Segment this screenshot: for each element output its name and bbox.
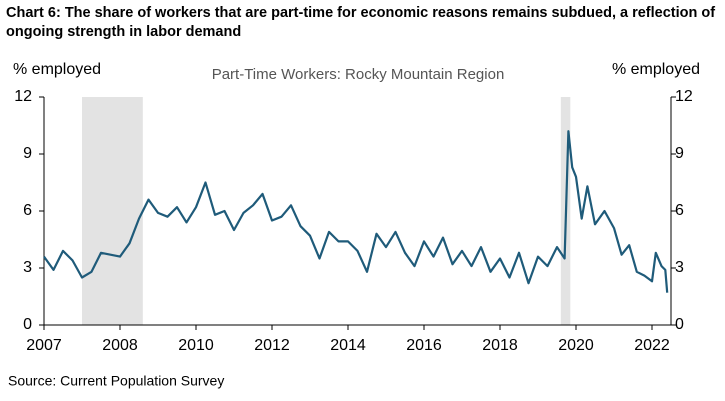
- shaded-period: [82, 97, 143, 325]
- x-tick-label: 2010: [178, 337, 214, 354]
- y2-tick-label: 9: [675, 145, 684, 162]
- x-tick-label: 2016: [406, 337, 442, 354]
- y2-tick-label: 12: [675, 88, 693, 105]
- x-tick-label: 2007: [26, 337, 62, 354]
- x-tick-label: 2022: [634, 337, 670, 354]
- y-tick-label: 6: [23, 202, 32, 219]
- y-axis-label: % employed: [13, 61, 101, 78]
- y2-tick-label: 0: [675, 316, 684, 333]
- y-tick-label: 3: [23, 259, 32, 276]
- x-tick-label: 2012: [254, 337, 290, 354]
- y2-tick-label: 6: [675, 202, 684, 219]
- y2-axis-label: % employed: [612, 61, 700, 78]
- x-tick-label: 2020: [558, 337, 594, 354]
- chart-subtitle: Part-Time Workers: Rocky Mountain Region: [212, 66, 505, 83]
- x-tick-label: 2008: [102, 337, 138, 354]
- y-tick-label: 12: [14, 88, 32, 105]
- y-tick-label: 9: [23, 145, 32, 162]
- x-tick-label: 2014: [330, 337, 366, 354]
- page: Chart 6: The share of workers that are p…: [0, 0, 725, 401]
- chart: % employed % employed Part-Time Workers:…: [0, 0, 725, 401]
- y2-tick-label: 3: [675, 259, 684, 276]
- y-tick-label: 0: [23, 316, 32, 333]
- x-tick-label: 2018: [482, 337, 518, 354]
- source-note: Source: Current Population Survey: [8, 373, 224, 389]
